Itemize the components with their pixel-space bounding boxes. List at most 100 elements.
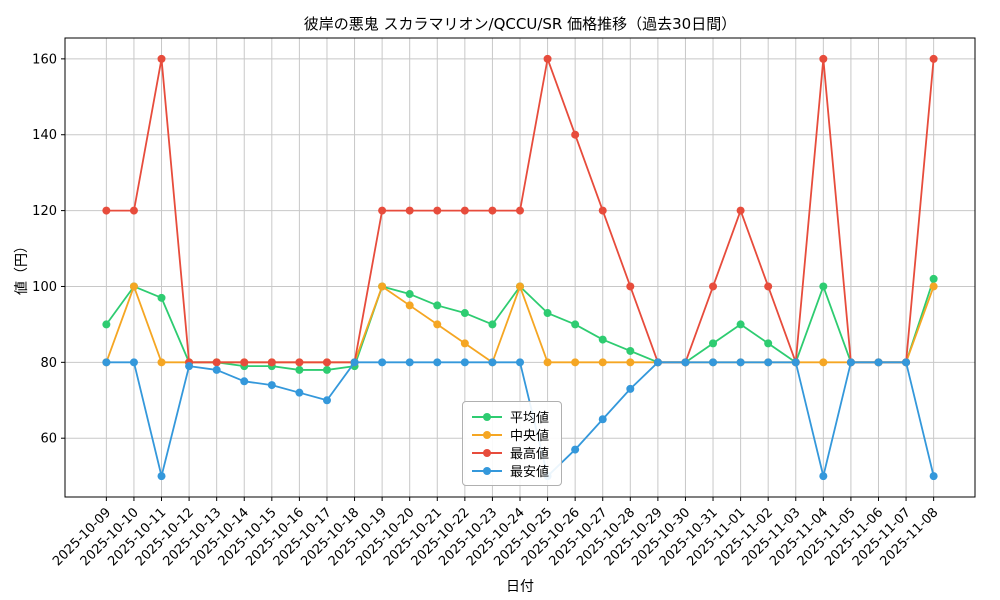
legend-swatch-median-icon (472, 430, 502, 440)
legend-item-median: 中央値 (472, 427, 550, 444)
series-point-average (433, 301, 442, 310)
series-point-highest (516, 206, 524, 215)
series-point-average (157, 293, 166, 302)
series-point-highest (460, 206, 469, 215)
chart-title: 彼岸の悪鬼 スカラマリオン/QCCU/SR 価格推移（過去30日間） (303, 15, 737, 33)
series-point-lowest (736, 358, 745, 367)
series-point-highest (378, 206, 387, 215)
legend-item-highest: 最高値 (472, 445, 550, 462)
legend-label-lowest: 最安値 (510, 465, 550, 480)
series-point-lowest (791, 358, 800, 367)
series-point-median (405, 301, 414, 310)
series-point-lowest (626, 384, 635, 393)
series-point-highest (267, 358, 276, 367)
series-point-average (709, 339, 718, 348)
series-point-median (378, 282, 387, 291)
series-point-median (626, 358, 635, 367)
legend-item-lowest: 最安値 (472, 463, 550, 480)
series-point-highest (295, 358, 304, 367)
series-point-highest (102, 206, 111, 215)
series-point-highest (212, 358, 221, 367)
series-point-lowest (102, 358, 111, 367)
series-point-average (102, 320, 111, 329)
series-point-highest (736, 206, 745, 215)
series-point-lowest (185, 362, 194, 371)
series-point-lowest (681, 358, 690, 367)
legend-swatch-highest-icon (472, 448, 502, 458)
series-point-lowest (488, 358, 497, 367)
series-point-lowest (902, 358, 911, 367)
series-point-lowest (571, 445, 580, 454)
series-point-lowest (709, 358, 718, 367)
series-point-lowest (460, 358, 469, 367)
series-point-average (460, 309, 469, 318)
series-point-lowest (405, 358, 414, 367)
series-point-highest (598, 206, 607, 215)
series-point-highest (488, 206, 497, 215)
y-tick-label: 60 (40, 432, 57, 447)
legend-label-median: 中央値 (510, 429, 550, 444)
series-point-lowest (129, 358, 138, 367)
series-point-average (736, 320, 745, 329)
y-tick-label: 140 (32, 128, 57, 143)
series-point-median (516, 282, 524, 291)
legend-swatch-average-icon (472, 412, 502, 422)
series-point-lowest (433, 358, 442, 367)
series-point-lowest (846, 358, 855, 367)
series-point-average (819, 282, 828, 291)
y-tick-label: 100 (32, 280, 57, 295)
legend-label-average: 平均値 (510, 411, 550, 426)
series-point-average (543, 309, 552, 318)
series-point-average (488, 320, 497, 329)
series-point-highest (240, 358, 249, 367)
series-point-average (626, 346, 635, 355)
legend-swatch-lowest-icon (472, 466, 502, 476)
series-point-lowest (295, 388, 304, 397)
series-point-average (295, 365, 304, 374)
series-point-lowest (322, 396, 331, 405)
series-point-lowest (653, 358, 662, 367)
series-point-highest (764, 282, 773, 291)
series-point-lowest (598, 415, 607, 424)
series-point-highest (626, 282, 635, 291)
series-point-highest (929, 54, 938, 63)
legend-label-highest: 最高値 (510, 447, 550, 462)
series-point-median (543, 358, 552, 367)
y-tick-label: 120 (32, 204, 57, 219)
series-point-highest (405, 206, 414, 215)
series-point-lowest (874, 358, 883, 367)
series-point-average (322, 365, 331, 374)
series-point-lowest (764, 358, 773, 367)
series-point-highest (433, 206, 442, 215)
series-point-highest (129, 206, 138, 215)
series-point-lowest (350, 358, 359, 367)
series-point-median (157, 358, 166, 367)
series-point-average (929, 274, 938, 283)
series-point-median (460, 339, 469, 348)
series-point-median (929, 282, 938, 291)
series-point-median (819, 358, 828, 367)
series-point-average (571, 320, 580, 329)
y-tick-label: 80 (40, 356, 57, 371)
series-point-highest (819, 54, 828, 63)
y-tick-label: 160 (32, 52, 57, 67)
series-point-lowest (212, 365, 221, 374)
series-point-highest (571, 130, 580, 139)
series-point-highest (709, 282, 718, 291)
series-point-lowest (819, 472, 828, 481)
series-point-median (598, 358, 607, 367)
series-point-lowest (267, 381, 276, 390)
series-point-median (433, 320, 442, 329)
series-point-lowest (516, 358, 524, 367)
series-point-highest (543, 54, 552, 63)
series-point-lowest (240, 377, 249, 386)
series-point-median (129, 282, 138, 291)
series-point-highest (322, 358, 331, 367)
legend-item-average: 平均値 (472, 409, 550, 426)
series-point-average (405, 290, 414, 299)
chart-legend: 平均値 中央値 最高値 最安値 (462, 401, 563, 486)
series-point-lowest (929, 472, 938, 481)
series-point-average (764, 339, 773, 348)
